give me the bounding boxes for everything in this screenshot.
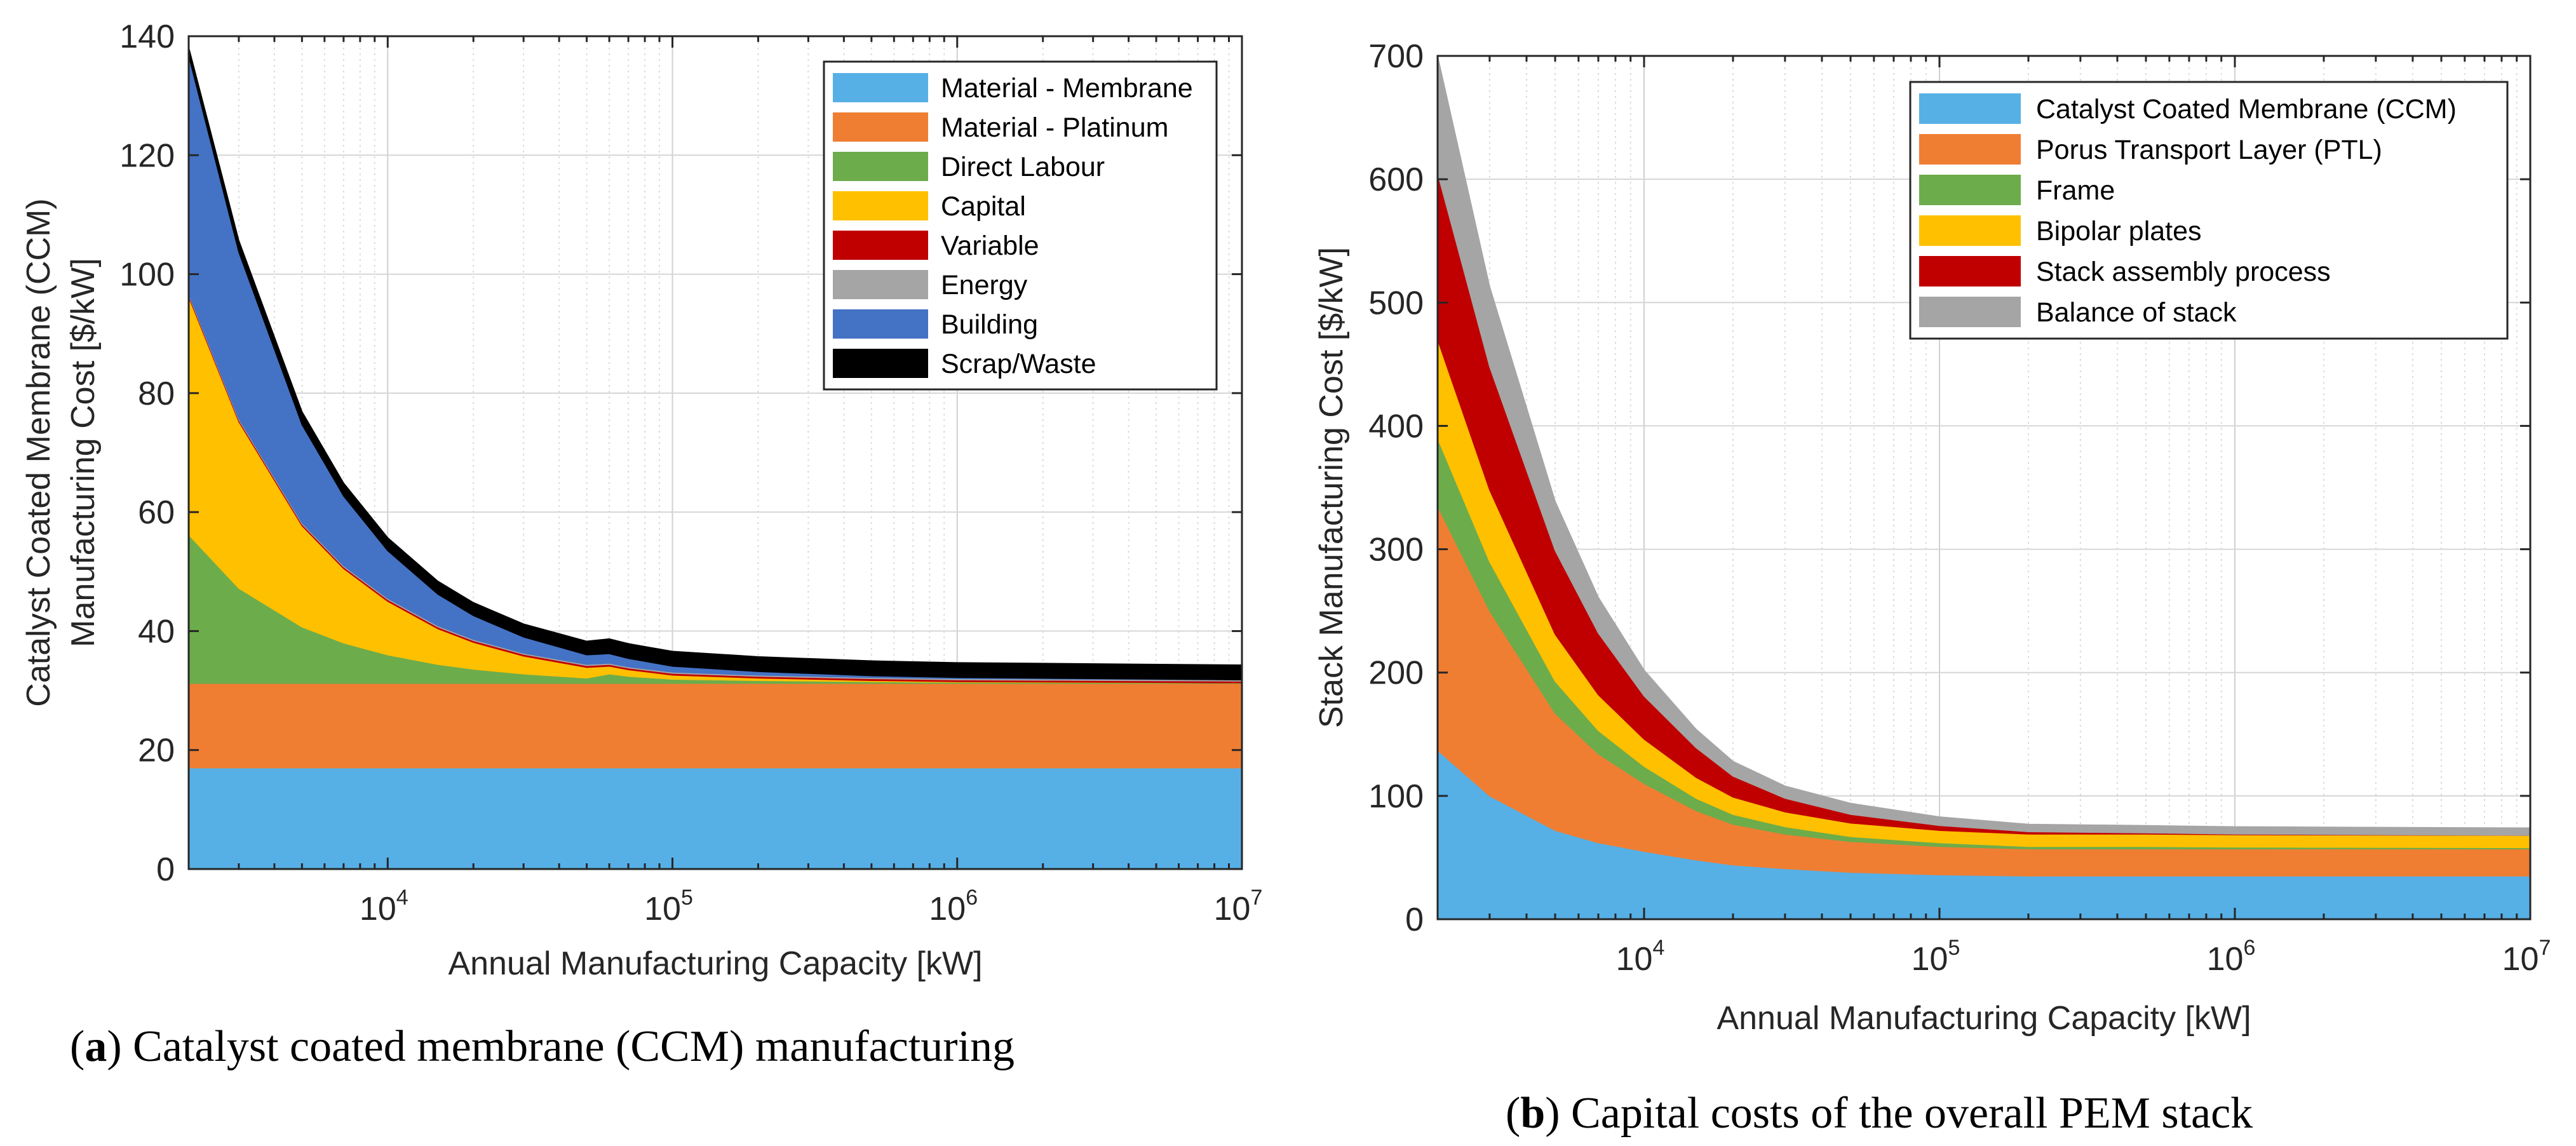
x-ticks-b: 104 105 106 107 <box>1436 56 2551 978</box>
legend-swatch-bipolar-plates <box>1919 215 2021 246</box>
legend-label-building: Building <box>941 309 1038 340</box>
legend-swatch-building <box>833 309 928 339</box>
y-tick-label: 700 <box>1368 38 1424 75</box>
axes-box-a <box>187 35 1243 870</box>
x-tick-label: 107 <box>2502 936 2551 978</box>
legend-label-stack-assembly-process: Stack assembly process <box>2036 257 2331 287</box>
legend-swatch-scrap-waste <box>833 349 928 378</box>
y-tick-label: 20 <box>138 732 175 769</box>
x-tick-label: 107 <box>1214 886 1263 927</box>
chart-b-stack-cost: 0 100 200 300 400 500 600 700 104 105 106 107 Annual… <box>1313 38 2551 1138</box>
y-axis-label-b: Stack Manufacturing Cost [$/kW] <box>1313 247 1350 728</box>
y-ticks-a: 0 20 40 60 80 100 120 140 <box>119 18 1242 888</box>
legend-label-frame: Frame <box>2036 175 2115 206</box>
axes-box-b <box>1436 55 2532 920</box>
legend-label-scrap-waste: Scrap/Waste <box>941 349 1096 379</box>
x-tick-label: 105 <box>1912 936 1960 978</box>
caption-b: (b) Capital costs of the overall PEM sta… <box>1506 1089 2253 1138</box>
legend-swatch-material-platinum <box>833 112 928 142</box>
legend-label-material-membrane: Material - Membrane <box>941 73 1193 104</box>
legend-swatch-capital <box>833 191 928 220</box>
chart-a-ccm-cost: 0 20 40 60 80 100 120 140 104 105 106 107 Annual Man… <box>20 18 1262 1071</box>
area-series-material-platinum <box>188 683 1243 769</box>
y-tick-label: 100 <box>1368 778 1424 815</box>
legend-swatch-frame <box>1919 175 2021 205</box>
legend-swatch-catalyst-coated-membrane-ccm- <box>1919 93 2021 124</box>
legend-label-variable: Variable <box>941 231 1039 261</box>
legend-swatch-direct-labour <box>833 152 928 181</box>
y-tick-label: 0 <box>156 851 175 888</box>
y-tick-label: 300 <box>1368 532 1424 569</box>
x-tick-label: 104 <box>360 886 408 927</box>
y-ticks-b: 0 100 200 300 400 500 600 700 <box>1368 38 2530 938</box>
y-tick-label: 100 <box>119 257 175 293</box>
x-tick-label: 106 <box>929 886 978 927</box>
caption-a: (a) Catalyst coated membrane (CCM) manuf… <box>70 1022 1015 1071</box>
legend-box <box>823 60 1218 391</box>
legend-swatch-stack-assembly-process <box>1919 256 2021 286</box>
x-axis-label-a: Annual Manufacturing Capacity [kW] <box>448 945 982 982</box>
area-series-material-membrane <box>188 767 1243 870</box>
x-ticks-a: 104 105 106 107 <box>187 36 1263 927</box>
legend-label-energy: Energy <box>941 270 1028 300</box>
y-axis-label-a: Catalyst Coated Membrane (CCM) <box>20 198 57 706</box>
legend-swatch-balance-of-stack <box>1919 297 2021 327</box>
y-tick-label: 120 <box>119 137 175 174</box>
legend-label-capital: Capital <box>941 191 1026 222</box>
legend-label-balance-of-stack: Balance of stack <box>2036 297 2237 328</box>
y-tick-label: 200 <box>1368 655 1424 692</box>
x-axis-label-b: Annual Manufacturing Capacity [kW] <box>1716 1000 2251 1037</box>
y-tick-label: 140 <box>119 18 175 55</box>
legend-label-bipolar-plates: Bipolar plates <box>2036 216 2202 246</box>
y-axis-label-a: Manufacturing Cost [$/kW] <box>65 258 102 647</box>
y-tick-label: 40 <box>138 613 175 650</box>
areas-a <box>188 46 1243 870</box>
legend-a: Material - Membrane Material - Platinum Di… <box>823 60 1218 391</box>
legend-swatch-material-membrane <box>833 73 928 102</box>
y-tick-label: 80 <box>138 375 175 412</box>
x-tick-label: 104 <box>1616 936 1665 978</box>
legend-box <box>1909 81 2509 340</box>
legend-b: Catalyst Coated Membrane (CCM) Porus Tran… <box>1909 81 2509 340</box>
legend-swatch-variable <box>833 231 928 260</box>
legend-label-catalyst-coated-membrane-ccm-: Catalyst Coated Membrane (CCM) <box>2036 94 2457 125</box>
y-tick-label: 60 <box>138 494 175 531</box>
y-tick-label: 400 <box>1368 408 1424 445</box>
y-tick-label: 0 <box>1405 901 1424 938</box>
legend-swatch-energy <box>833 270 928 299</box>
y-tick-label: 600 <box>1368 161 1424 198</box>
legend-label-material-platinum: Material - Platinum <box>941 112 1168 143</box>
x-tick-label: 105 <box>644 886 693 927</box>
legend-label-direct-labour: Direct Labour <box>941 152 1105 182</box>
x-tick-label: 106 <box>2207 936 2256 978</box>
legend-swatch-porus-transport-layer-ptl- <box>1919 134 2021 165</box>
y-tick-label: 500 <box>1368 285 1424 321</box>
legend-label-porus-transport-layer-ptl-: Porus Transport Layer (PTL) <box>2036 135 2382 165</box>
